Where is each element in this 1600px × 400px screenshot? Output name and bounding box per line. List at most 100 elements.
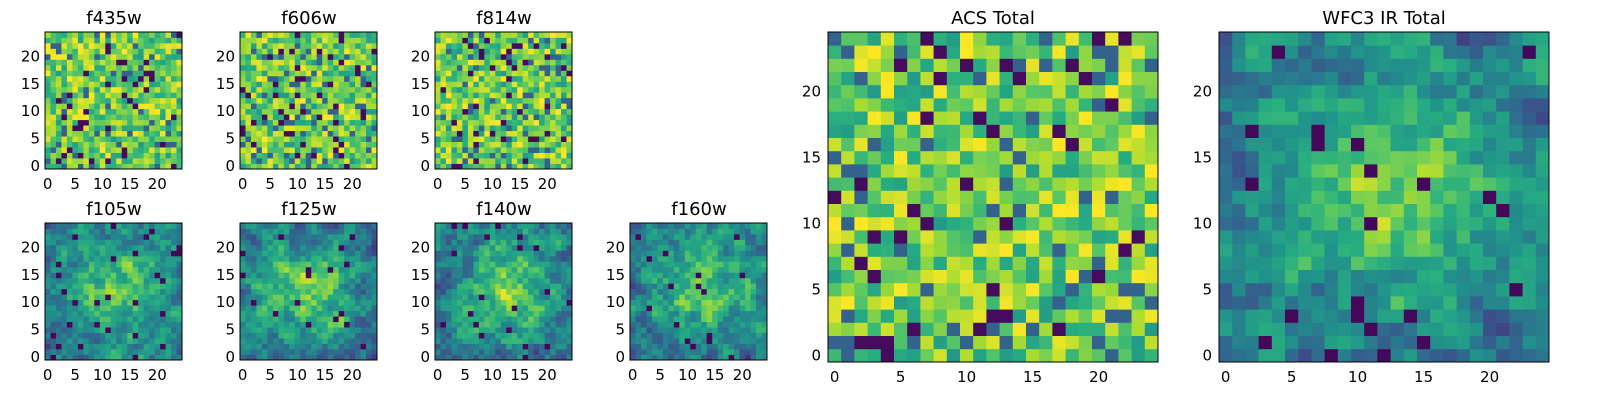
heatmap-cell (522, 103, 529, 110)
heatmap-cell (630, 255, 636, 262)
heatmap-cell (355, 321, 361, 328)
heatmap-cell (750, 239, 757, 246)
heatmap-cell (322, 299, 329, 306)
heatmap-cell (349, 332, 356, 339)
heatmap-cell (1039, 203, 1053, 218)
heatmap-cell (360, 332, 367, 339)
heatmap-cell (327, 59, 334, 66)
heatmap-cell (154, 53, 161, 60)
heatmap-cell (528, 152, 535, 159)
heatmap-cell (517, 338, 524, 344)
heatmap-cell (88, 294, 95, 301)
heatmap-cell (94, 147, 101, 153)
heatmap-cell (907, 256, 921, 270)
heatmap-cell (289, 288, 296, 295)
heatmap-cell (305, 92, 312, 99)
heatmap-cell (495, 103, 502, 110)
heatmap-cell (566, 244, 573, 251)
heatmap-cell (283, 255, 290, 262)
heatmap-cell (528, 288, 535, 295)
heatmap-cell (338, 255, 345, 262)
heatmap-cell (366, 97, 372, 104)
heatmap-cell (55, 228, 62, 235)
heatmap-cell (50, 114, 57, 121)
heatmap-cell (668, 272, 675, 279)
heatmap-cell (250, 338, 257, 344)
heatmap-cell (267, 283, 274, 290)
heatmap-cell (66, 53, 73, 60)
heatmap-cell (646, 321, 653, 328)
heatmap-cell (154, 37, 161, 44)
heatmap-cell (289, 70, 296, 77)
heatmap-cell (511, 42, 518, 49)
heatmap-cell (462, 288, 469, 295)
heatmap-cell (99, 32, 106, 38)
heatmap-cell (701, 233, 708, 240)
heatmap-cell (473, 261, 480, 268)
heatmap-cell (500, 283, 507, 290)
heatmap-cell (165, 277, 172, 284)
heatmap-cell (673, 283, 680, 290)
heatmap-cell (83, 239, 90, 246)
heatmap-cell (506, 64, 513, 71)
heatmap-cell (933, 269, 948, 284)
heatmap-cell (143, 114, 150, 121)
heatmap-cell (116, 75, 123, 82)
heatmap-cell (250, 239, 257, 246)
heatmap-cell (99, 283, 106, 290)
heatmap-cell (311, 125, 318, 132)
heatmap-cell (973, 203, 987, 218)
heatmap-cell (77, 233, 84, 240)
heatmap-cell (171, 354, 177, 361)
heatmap-cell (77, 250, 84, 257)
heatmap-cell (360, 310, 367, 317)
heatmap-cell (456, 316, 463, 323)
heatmap-cell (986, 256, 1000, 270)
heatmap-cell (240, 255, 246, 262)
heatmap-cell (267, 92, 274, 99)
heatmap-cell (467, 310, 474, 317)
heatmap-cell (316, 343, 323, 350)
heatmap-cell (467, 48, 474, 55)
heatmap-cell (745, 299, 751, 306)
heatmap-cell (322, 97, 329, 104)
heatmap-cell (116, 81, 123, 88)
heatmap-cell (132, 310, 139, 317)
heatmap-cell (435, 310, 441, 317)
heatmap-cell (894, 111, 908, 125)
heatmap-cell (300, 244, 307, 251)
heatmap-cell (154, 81, 161, 88)
heatmap-cell (105, 158, 112, 164)
heatmap-cell (561, 97, 567, 104)
heatmap-cell (467, 37, 474, 44)
heatmap-cell (500, 75, 507, 82)
heatmap-cell (72, 108, 79, 115)
heatmap-cell (445, 223, 452, 229)
heatmap-cell (83, 32, 90, 38)
heatmap-cell (245, 277, 252, 284)
heatmap-cell (539, 53, 545, 60)
heatmap-cell (533, 136, 540, 142)
heatmap-cell (511, 70, 518, 77)
heatmap-cell (72, 86, 79, 93)
heatmap-cell (440, 343, 447, 350)
heatmap-cell (1092, 98, 1106, 112)
heatmap-cell (165, 321, 172, 328)
heatmap-cell (333, 239, 340, 246)
heatmap-cell (261, 266, 268, 273)
heatmap-cell (110, 163, 117, 170)
heatmap-cell (1039, 256, 1053, 270)
heatmap-cell (920, 150, 934, 165)
heatmap-cell (267, 141, 274, 148)
heatmap-cell (72, 266, 79, 273)
heatmap-cell (278, 32, 285, 38)
heatmap-cell (165, 239, 172, 246)
heatmap-cell (539, 299, 545, 306)
heatmap-cell (338, 305, 345, 312)
heatmap-cell (550, 163, 556, 170)
heatmap-cell (360, 158, 367, 164)
heatmap-cell (94, 136, 101, 142)
heatmap-cell (88, 152, 95, 159)
heatmap-cell (338, 147, 345, 153)
heatmap-cell (544, 239, 551, 246)
